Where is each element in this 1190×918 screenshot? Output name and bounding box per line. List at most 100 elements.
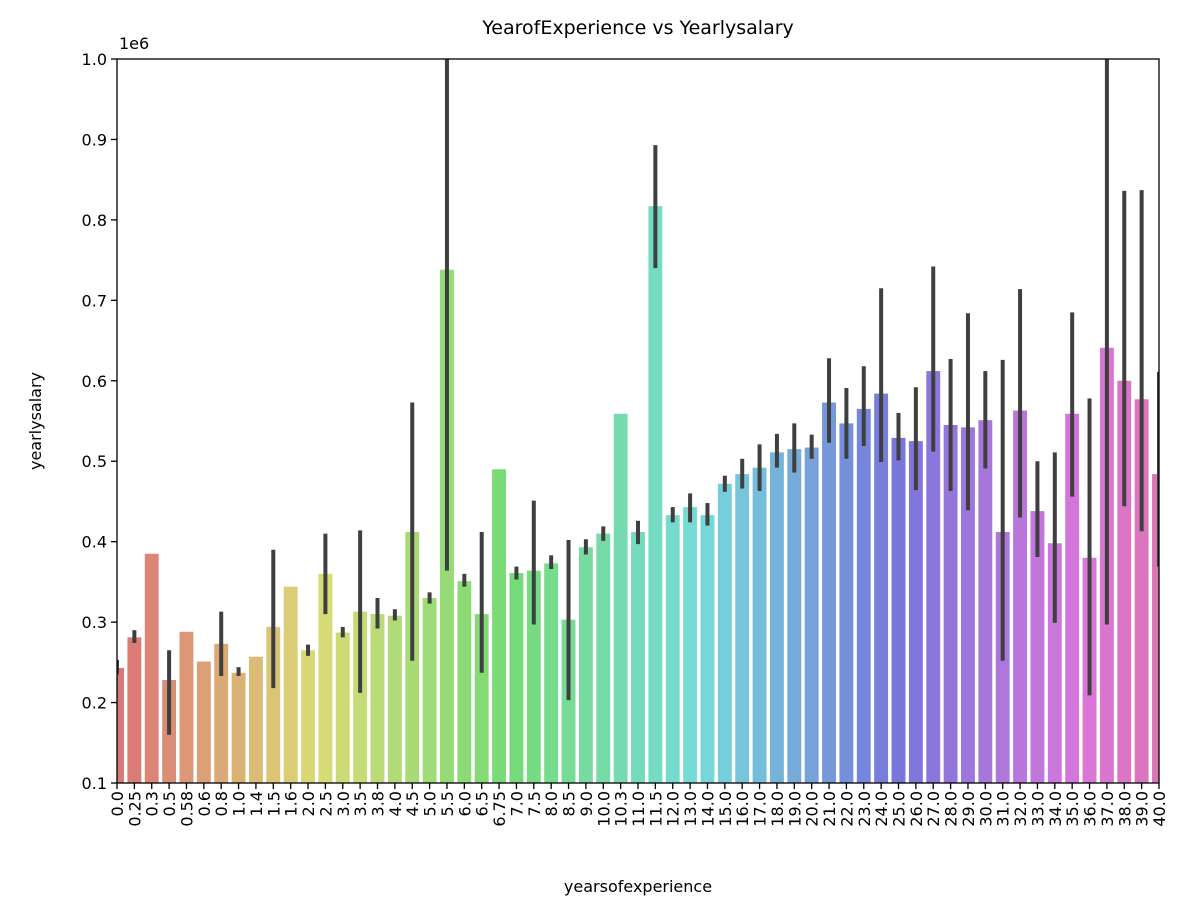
- y-tick-label: 0.2: [82, 694, 107, 713]
- bar: [631, 532, 645, 783]
- x-tick-label: 11.0: [629, 791, 648, 827]
- bar: [804, 447, 819, 783]
- x-tick-label: 7.0: [507, 791, 526, 816]
- y-tick-label: 0.1: [82, 774, 107, 793]
- x-tick-label: 3.5: [351, 791, 370, 816]
- x-tick-label: 0.58: [177, 791, 196, 827]
- bar: [978, 420, 993, 783]
- bar: [1117, 380, 1132, 783]
- bar: [717, 483, 732, 783]
- x-tick-label: 37.0: [1098, 791, 1117, 827]
- y-tick-label: 0.7: [82, 291, 107, 310]
- bar: [908, 441, 923, 783]
- x-tick-label: 8.5: [560, 791, 579, 816]
- x-tick-label: 17.0: [751, 791, 770, 827]
- x-tick-label: 16.0: [733, 791, 752, 827]
- x-tick-label: 4.0: [386, 791, 405, 816]
- bar: [492, 469, 507, 783]
- x-tick-label: 2.5: [316, 791, 335, 816]
- bar: [648, 206, 663, 783]
- bar: [1065, 413, 1080, 783]
- bar: [735, 474, 750, 783]
- bar: [196, 661, 211, 783]
- bar: [318, 573, 333, 783]
- x-tick-label: 29.0: [959, 791, 978, 827]
- bar: [891, 437, 906, 783]
- bar: [301, 650, 315, 783]
- bar: [1152, 474, 1159, 783]
- bar: [179, 631, 194, 783]
- x-tick-label: 0.8: [212, 791, 231, 816]
- bar: [509, 573, 524, 783]
- x-tick-label: 18.0: [768, 791, 787, 827]
- chart-title: YearofExperience vs Yearlysalary: [481, 17, 794, 39]
- x-tick-label: 10.0: [594, 791, 613, 827]
- x-tick-label: 26.0: [907, 791, 926, 827]
- bar: [596, 533, 611, 783]
- bar: [613, 413, 628, 783]
- x-tick-label: 1.5: [264, 791, 283, 816]
- bar: [1013, 410, 1028, 783]
- bar: [822, 402, 836, 783]
- x-tick-label: 19.0: [785, 791, 804, 827]
- bar: [214, 643, 229, 783]
- x-tick-label: 28.0: [942, 791, 961, 827]
- x-tick-label: 0.25: [125, 791, 144, 827]
- bar: [578, 547, 593, 783]
- x-tick-label: 24.0: [872, 791, 891, 827]
- x-tick-label: 6.5: [473, 791, 492, 816]
- x-tick-label: 25.0: [890, 791, 909, 827]
- x-tick-label: 23.0: [855, 791, 874, 827]
- bar: [839, 423, 854, 783]
- bar: [1030, 511, 1045, 783]
- x-tick-label: 32.0: [1011, 791, 1030, 827]
- x-tick-label: 27.0: [924, 791, 943, 827]
- x-tick-label: 0.3: [143, 791, 162, 816]
- bar: [231, 672, 246, 783]
- x-tick-label: 6.75: [490, 791, 509, 827]
- x-tick-label: 0.6: [195, 791, 214, 816]
- bar: [266, 626, 281, 783]
- bar: [144, 553, 159, 783]
- bar: [544, 563, 559, 783]
- bar: [961, 427, 975, 783]
- bar: [335, 632, 350, 783]
- bar: [117, 667, 124, 783]
- bar: [683, 507, 698, 783]
- x-tick-label: 20.0: [803, 791, 822, 827]
- x-tick-label: 14.0: [698, 791, 717, 827]
- x-tick-label: 13.0: [681, 791, 700, 827]
- x-tick-label: 3.8: [369, 791, 388, 816]
- x-tick-label: 1.4: [247, 791, 266, 816]
- bar: [700, 515, 715, 783]
- x-tick-label: 0.0: [108, 791, 127, 816]
- x-tick-label: 8.0: [542, 791, 561, 816]
- x-tick-label: 12.0: [664, 791, 683, 827]
- x-tick-label: 40.0: [1150, 791, 1169, 827]
- y-tick-label: 0.3: [82, 613, 107, 632]
- x-tick-label: 30.0: [976, 791, 995, 827]
- bar: [353, 611, 368, 783]
- bar: [387, 615, 402, 783]
- bar: [874, 393, 889, 783]
- bar: [1047, 543, 1062, 783]
- bar: [752, 467, 767, 783]
- y-axis-label: yearlysalary: [26, 372, 45, 470]
- x-tick-label: 22.0: [837, 791, 856, 827]
- bar: [283, 586, 298, 783]
- x-tick-label: 3.0: [334, 791, 353, 816]
- bar: [769, 452, 784, 783]
- bar: [561, 619, 576, 783]
- x-tick-label: 34.0: [1046, 791, 1065, 827]
- bar: [856, 408, 871, 783]
- plot-area: [117, 59, 1159, 783]
- x-tick-label: 4.5: [403, 791, 422, 816]
- x-tick-label: 39.0: [1133, 791, 1152, 827]
- bar: [526, 570, 541, 783]
- y-tick-label: 1.0: [82, 50, 107, 69]
- x-tick-label: 6.0: [455, 791, 474, 816]
- bar: [926, 371, 941, 783]
- bar: [787, 449, 802, 783]
- x-tick-label: 10.3: [612, 791, 631, 827]
